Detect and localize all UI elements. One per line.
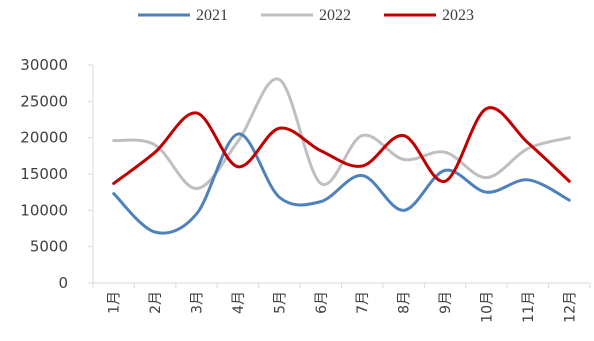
y-tick-label: 20000 (20, 129, 68, 147)
series-line-2022 (112, 77, 571, 191)
x-tick-label: 7月 (355, 291, 371, 314)
x-tick-label: 10月 (479, 291, 495, 323)
x-tick-label: 5月 (272, 291, 288, 314)
x-axis: 1月 2月 3月 4月 5月 6月 7月 8月 9月 10月 11月 12月 (92, 282, 591, 323)
series-group (112, 77, 571, 235)
x-tick-label: 11月 (521, 291, 537, 323)
y-axis: 30000 25000 20000 15000 10000 5000 0 (20, 56, 94, 292)
legend-label-2022: 2022 (319, 7, 351, 24)
y-tick-label: 0 (58, 274, 68, 292)
x-tick-label: 3月 (190, 291, 206, 314)
x-tick-label: 4月 (231, 291, 247, 314)
x-tick-label: 12月 (562, 291, 578, 323)
x-tick-label: 8月 (397, 291, 413, 314)
x-tick-label: 6月 (314, 291, 330, 314)
legend: 2021 2022 2023 (138, 7, 474, 24)
series-line-2023 (112, 106, 571, 185)
x-tick-label: 9月 (438, 291, 454, 314)
y-tick-label: 15000 (20, 165, 68, 183)
legend-label-2021: 2021 (196, 7, 228, 24)
y-tick-label: 10000 (20, 201, 68, 219)
x-tick-label: 1月 (107, 291, 123, 314)
x-tick-label: 2月 (148, 291, 164, 314)
y-tick-label: 30000 (20, 56, 68, 74)
series-line-2021 (112, 132, 571, 235)
legend-label-2023: 2023 (442, 7, 474, 24)
y-tick-label: 25000 (20, 92, 68, 110)
y-tick-label: 5000 (30, 238, 68, 256)
